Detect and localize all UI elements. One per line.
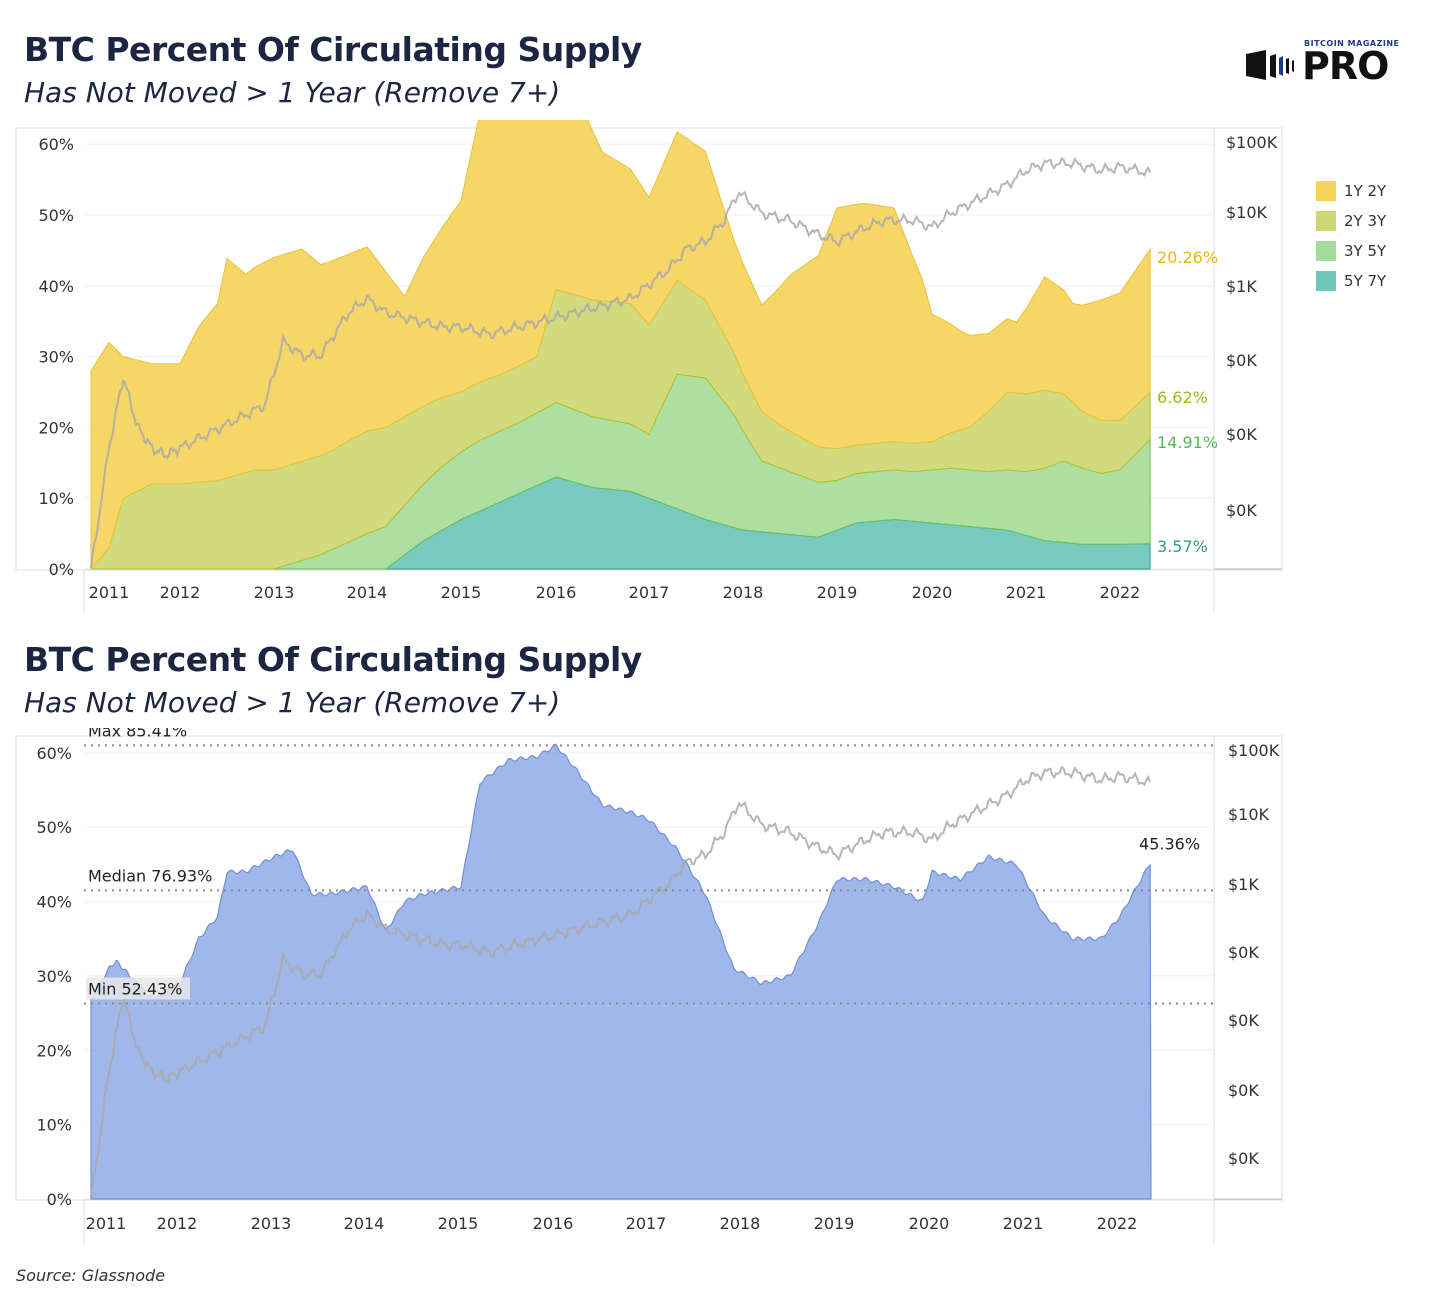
logo-small-text: BITCOIN MAGAZINE [1304,39,1400,48]
x-tick-label: 2016 [536,583,577,602]
y-right-tick-label: $10K [1226,203,1268,222]
y-tick-label: 20% [38,418,74,437]
legend-label-2y3y: 2Y 3Y [1344,212,1387,230]
y-tick-label: 20% [36,1041,72,1060]
y-right-tick-label: $0K [1228,1149,1259,1168]
legend-item-1y2y: 1Y 2Y [1316,176,1386,206]
y-tick-label: 60% [38,135,74,154]
legend-swatch-5y7y [1316,271,1336,291]
y-right-tick-label: $1K [1228,875,1259,894]
end-label-total: 45.36% [1139,835,1200,854]
logo-big-text: PRO [1302,44,1389,88]
max-reference-label: Max 85.41% [88,728,187,740]
legend-item-5y7y: 5Y 7Y [1316,266,1386,296]
y-tick-label: 0% [47,1190,72,1209]
legend-swatch-2y3y [1316,211,1336,231]
x-tick-label: 2017 [629,583,670,602]
y-tick-label: 50% [38,206,74,225]
y-tick-label: 30% [36,967,72,986]
bitcoin-magazine-pro-logo: BITCOIN MAGAZINE PRO [1246,36,1436,86]
legend-label-1y2y: 1Y 2Y [1344,182,1387,200]
end-label-1y2y: 20.26% [1157,248,1218,267]
chart-subtitle-bottom: Has Not Moved > 1 Year (Remove 7+) [24,686,561,719]
x-tick-label: 2020 [909,1214,950,1233]
y-tick-label: 50% [36,818,72,837]
plot-frame [15,735,1283,1201]
plot-frame [15,127,1283,571]
x-tick-label: 2014 [347,583,388,602]
y-right-tick-label: $0K [1226,425,1257,444]
y-tick-label: 10% [36,1116,72,1135]
legend-label-3y5y: 3Y 5Y [1344,242,1387,260]
x-tick-label: 2012 [157,1214,198,1233]
end-label-5y7y: 3.57% [1157,537,1208,556]
x-tick-label: 2018 [720,1214,761,1233]
x-tick-label: 2011 [89,583,130,602]
chart-title-bottom: BTC Percent Of Circulating Supply [24,640,642,679]
y-right-tick-label: $0K [1228,1011,1259,1030]
y-right-tick-label: $0K [1226,351,1257,370]
x-tick-label: 2022 [1100,583,1141,602]
y-tick-label: 60% [36,744,72,763]
end-label-2y3y: 6.62% [1157,388,1208,407]
y-right-tick-label: $0K [1228,1081,1259,1100]
legend-swatch-3y5y [1316,241,1336,261]
x-tick-label: 2018 [723,583,764,602]
y-tick-label: 40% [38,277,74,296]
chart-subtitle-top: Has Not Moved > 1 Year (Remove 7+) [24,76,561,109]
x-tick-label: 2022 [1097,1214,1138,1233]
x-tick-label: 2013 [251,1214,292,1233]
y-tick-label: 10% [38,489,74,508]
y-right-tick-label: $100K [1226,133,1278,152]
x-tick-label: 2015 [441,583,482,602]
total-area-chart: 60% 50% 40% 30% 20% 10% 0% $100K $10K $1K $0K $0K $0… [15,728,1283,1244]
min-label-background [86,977,190,1000]
x-tick-label: 2016 [533,1214,574,1233]
area-total-supply [90,743,1152,1200]
legend-label-5y7y: 5Y 7Y [1344,272,1387,290]
legend-item-2y3y: 2Y 3Y [1316,206,1386,236]
end-label-3y5y: 14.91% [1157,433,1218,452]
x-tick-label: 2013 [254,583,295,602]
x-tick-label: 2015 [438,1214,479,1233]
min-reference-label: Min 52.43% [88,979,182,998]
x-tick-label: 2021 [1006,583,1047,602]
x-tick-label: 2014 [344,1214,385,1233]
stacked-area-chart: 60% 50% 40% 30% 20% 10% 0% $100K $10K $1K $0K $0K $0… [15,120,1283,612]
chart-title-top: BTC Percent Of Circulating Supply [24,30,642,69]
x-tick-label: 2017 [626,1214,667,1233]
legend-swatch-1y2y [1316,181,1336,201]
source-note: Source: Glassnode [16,1266,166,1285]
y-tick-label: 40% [36,893,72,912]
area-1y2y [90,120,1151,571]
x-tick-label: 2011 [86,1214,127,1233]
y-right-tick-label: $1K [1226,277,1257,296]
btc-price-line [90,156,1152,569]
x-tick-label: 2020 [912,583,953,602]
y-right-tick-label: $0K [1226,501,1257,520]
logo-stripes-icon [1246,50,1294,80]
x-tick-label: 2012 [160,583,201,602]
x-tick-label: 2019 [817,583,858,602]
y-tick-label: 30% [38,348,74,367]
y-tick-label: 0% [49,560,74,579]
y-right-tick-label: $100K [1228,741,1280,760]
y-right-tick-label: $10K [1228,805,1270,824]
x-tick-label: 2021 [1003,1214,1044,1233]
y-right-tick-label: $0K [1228,943,1259,962]
btc-price-line [90,765,1152,1198]
legend-item-3y5y: 3Y 5Y [1316,236,1386,266]
x-tick-label: 2019 [814,1214,855,1233]
median-reference-label: Median 76.93% [88,866,212,885]
chart-legend: 1Y 2Y 2Y 3Y 3Y 5Y 5Y 7Y [1316,176,1386,296]
